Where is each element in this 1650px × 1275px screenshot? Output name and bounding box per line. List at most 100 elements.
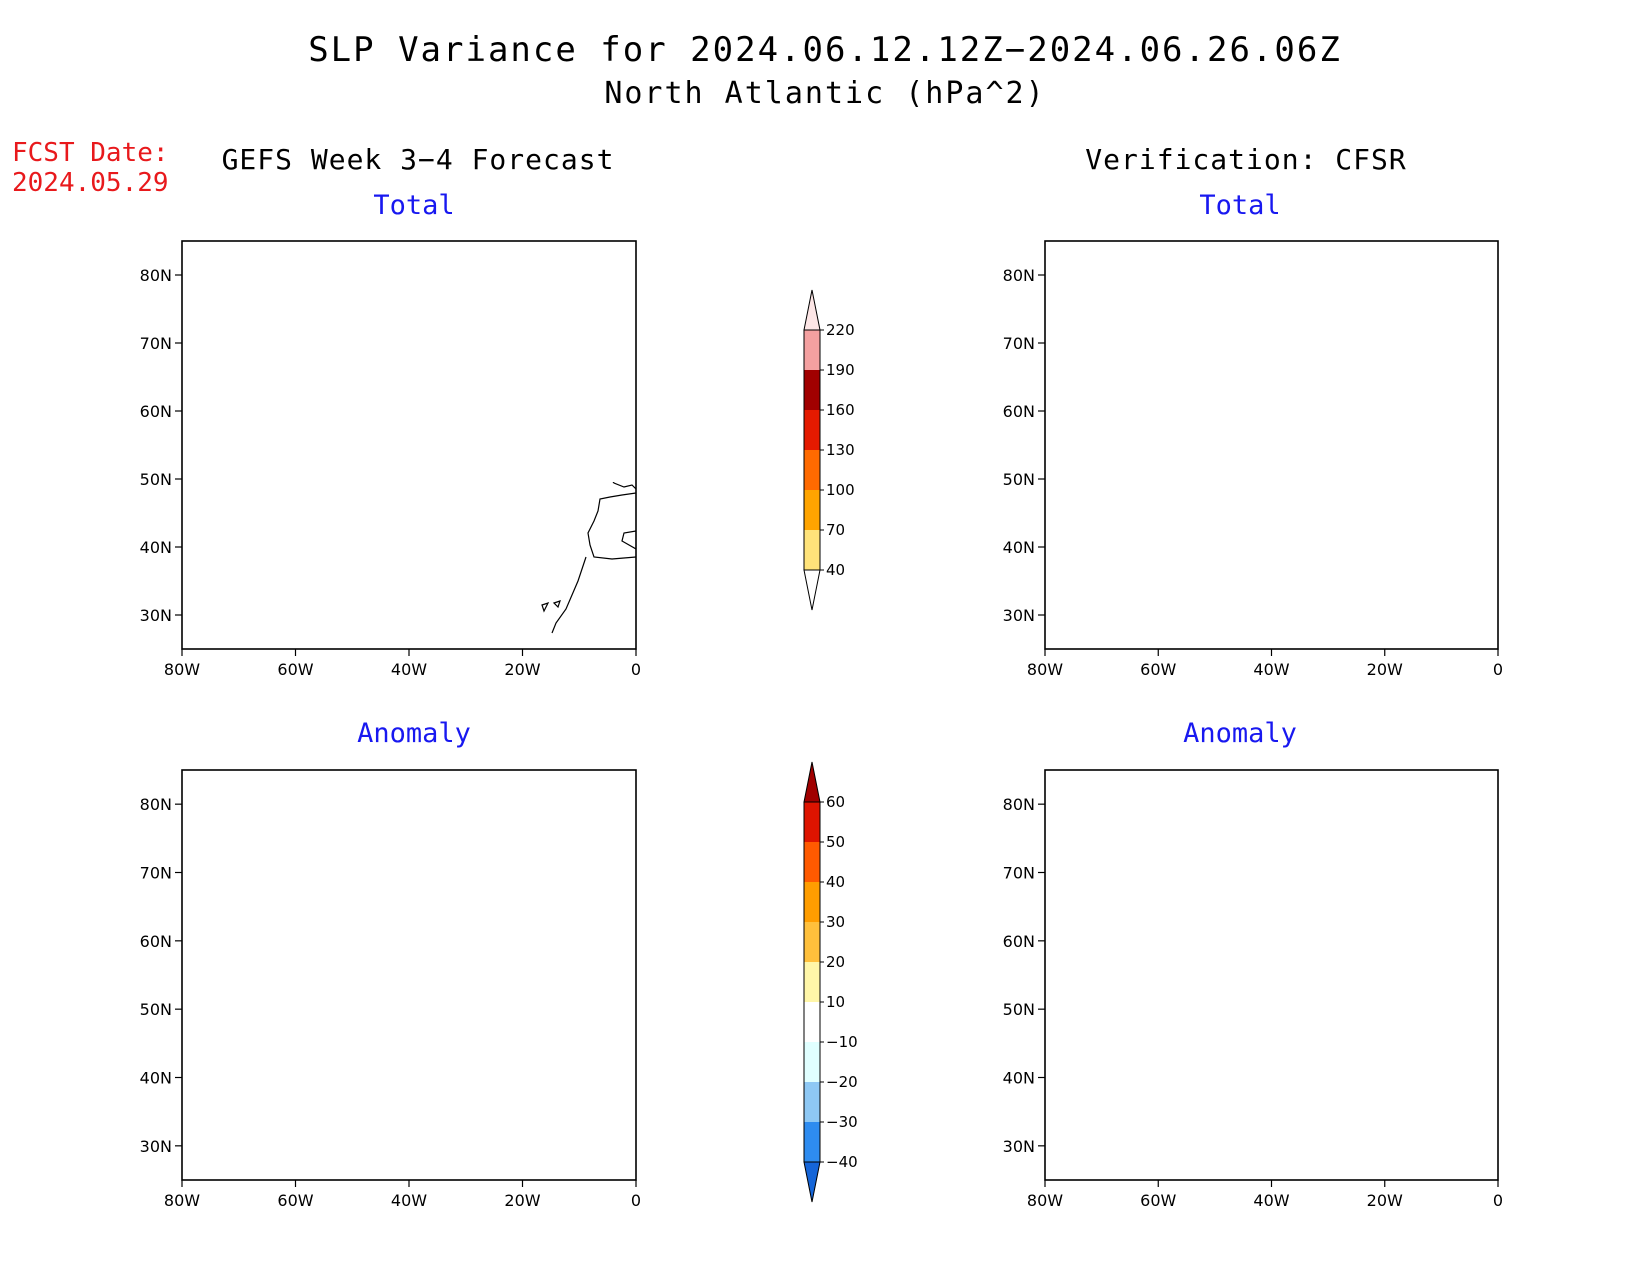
- verification-anomaly-neg20-baffin: [1045, 860, 1141, 902]
- colorbar-end-top: [803, 761, 821, 803]
- colorbar-segment: [804, 530, 820, 570]
- verification-total-orange-dot: [1207, 455, 1221, 465]
- verification-anomaly-lat-label: 70N: [1003, 864, 1035, 883]
- forecast-total-patch-north: [410, 323, 426, 329]
- colorbar-segment: [804, 802, 820, 842]
- verification-anomaly-pos-west: [1045, 926, 1151, 1032]
- forecast-date-label: FCST Date:: [12, 138, 169, 168]
- forecast-anomaly-lat-label: 80N: [140, 795, 172, 814]
- colorbar-segment: [804, 1122, 820, 1162]
- verification-anomaly-20-dot: [1207, 984, 1221, 992]
- colorbar-label: 190: [826, 361, 855, 379]
- verification-total-title: Total: [1199, 190, 1281, 221]
- forecast-total-lat-label: 80N: [140, 266, 172, 285]
- forecast-total-lat-label: 40N: [140, 538, 172, 557]
- forecast-total-lat-label: 50N: [140, 470, 172, 489]
- verification-anomaly-lon-label: 20W: [1367, 1191, 1403, 1210]
- forecast-anomaly-lat-label: 70N: [140, 864, 172, 883]
- verification-total-lat-label: 60N: [1003, 402, 1035, 421]
- verification-total-map: [1044, 240, 1499, 650]
- verification-total-small-patch: [1257, 333, 1285, 349]
- colorbar-end-top: [803, 289, 821, 331]
- forecast-total-band-west: [182, 403, 394, 493]
- colorbar-segment: [804, 450, 820, 490]
- colorbar-segment: [804, 490, 820, 530]
- colorbar-segment: [804, 1082, 820, 1122]
- colorbar-segment: [804, 1042, 820, 1082]
- colorbar-segment: [804, 410, 820, 450]
- verification-anomaly-40-east: [1335, 940, 1449, 978]
- forecast-date-value: 2024.05.29: [12, 168, 169, 198]
- colorbar-label: 40: [826, 873, 845, 891]
- colorbar-segment: [804, 882, 820, 922]
- forecast-total-lon-label: 60W: [277, 660, 313, 679]
- forecast-anomaly-map: [181, 769, 637, 1181]
- verification-anomaly-lon-label: 80W: [1027, 1191, 1063, 1210]
- verification-anomaly-lat-label: 80N: [1003, 795, 1035, 814]
- total-colorbar: 40 70 100 130 160 190 220: [803, 289, 855, 611]
- forecast-total-map: [181, 240, 637, 650]
- colorbar-label: 70: [826, 521, 845, 539]
- colorbar-label: 40: [826, 561, 845, 579]
- verification-anomaly-lat-label: 60N: [1003, 932, 1035, 951]
- verification-total-lon-label: 20W: [1367, 660, 1403, 679]
- forecast-anomaly-lon-label: 60W: [277, 1191, 313, 1210]
- colorbar-label: −30: [826, 1113, 858, 1131]
- verification-total-north-patch: [1441, 311, 1498, 351]
- forecast-anomaly-lon-label: 80W: [164, 1191, 200, 1210]
- colorbar-end-bottom: [803, 569, 821, 611]
- verification-anomaly-neg-small: [1183, 944, 1201, 956]
- colorbar-label: 10: [826, 993, 845, 1011]
- forecast-anomaly-neg-labrador: [322, 920, 438, 1010]
- forecast-total-lon-label: 40W: [391, 660, 427, 679]
- verification-total-orange: [1305, 401, 1465, 475]
- forecast-anomaly-neg-small-1: [270, 852, 304, 862]
- verification-anomaly-lat-label: 40N: [1003, 1069, 1035, 1088]
- verification-total-lat-label: 50N: [1003, 470, 1035, 489]
- verification-anomaly-pos-east: [1281, 902, 1498, 1022]
- verification-anomaly-lon-label: 0: [1493, 1191, 1503, 1210]
- verification-total-lon-label: 80W: [1027, 660, 1063, 679]
- anomaly-colorbar: −40 −30 −20 −10 10 20 30 40 50 60: [803, 761, 858, 1203]
- verification-total-lat-label: 80N: [1003, 266, 1035, 285]
- verification-anomaly-lat-label: 50N: [1003, 1000, 1035, 1019]
- verification-total-light: [1045, 347, 1498, 525]
- colorbar-end-bottom: [803, 1161, 821, 1203]
- verification-anomaly-20-west-small: [1097, 962, 1129, 976]
- verification-anomaly-30-east: [1307, 930, 1465, 992]
- forecast-total-lon-label: 80W: [164, 660, 200, 679]
- verification-total-lat-label: 70N: [1003, 334, 1035, 353]
- forecast-total-lat-label: 30N: [140, 606, 172, 625]
- colorbar-label: 220: [826, 321, 855, 339]
- forecast-total-band-east: [440, 395, 588, 461]
- colorbar-label: 60: [826, 793, 845, 811]
- verification-total-darkorange: [1355, 421, 1451, 455]
- colorbar-label: −20: [826, 1073, 858, 1091]
- colorbar-label: 50: [826, 833, 845, 851]
- verification-anomaly-neg-baffin: [1045, 854, 1181, 908]
- verification-anomaly-neg-mid: [1185, 998, 1301, 1082]
- verification-anomaly-map: [1044, 769, 1499, 1181]
- verification-anomaly-title: Anomaly: [1183, 718, 1297, 749]
- verification-anomaly-pos-small: [1193, 968, 1231, 1004]
- forecast-anomaly-lat-label: 50N: [140, 1000, 172, 1019]
- colorbar-label: 130: [826, 441, 855, 459]
- colorbar-segment: [804, 922, 820, 962]
- forecast-total-lon-label: 20W: [504, 660, 540, 679]
- forecast-anomaly-lat-label: 30N: [140, 1137, 172, 1156]
- colorbar-segment: [804, 330, 820, 370]
- verification-total-lon-label: 60W: [1140, 660, 1176, 679]
- right-column-title: Verification: CFSR: [1085, 143, 1407, 176]
- verification-anomaly-50-east: [1355, 948, 1437, 968]
- verification-total-lat-label: 30N: [1003, 606, 1035, 625]
- forecast-anomaly-neg-greenland: [316, 796, 478, 900]
- verification-anomaly-lat-label: 30N: [1003, 1137, 1035, 1156]
- verification-total-lat-label: 40N: [1003, 538, 1035, 557]
- colorbar-label: −40: [826, 1153, 858, 1171]
- colorbar-label: 30: [826, 913, 845, 931]
- colorbar-segment: [804, 962, 820, 1002]
- forecast-total-lat-label: 60N: [140, 402, 172, 421]
- forecast-anomaly-lon-label: 20W: [504, 1191, 540, 1210]
- forecast-anomaly-lon-label: 0: [631, 1191, 641, 1210]
